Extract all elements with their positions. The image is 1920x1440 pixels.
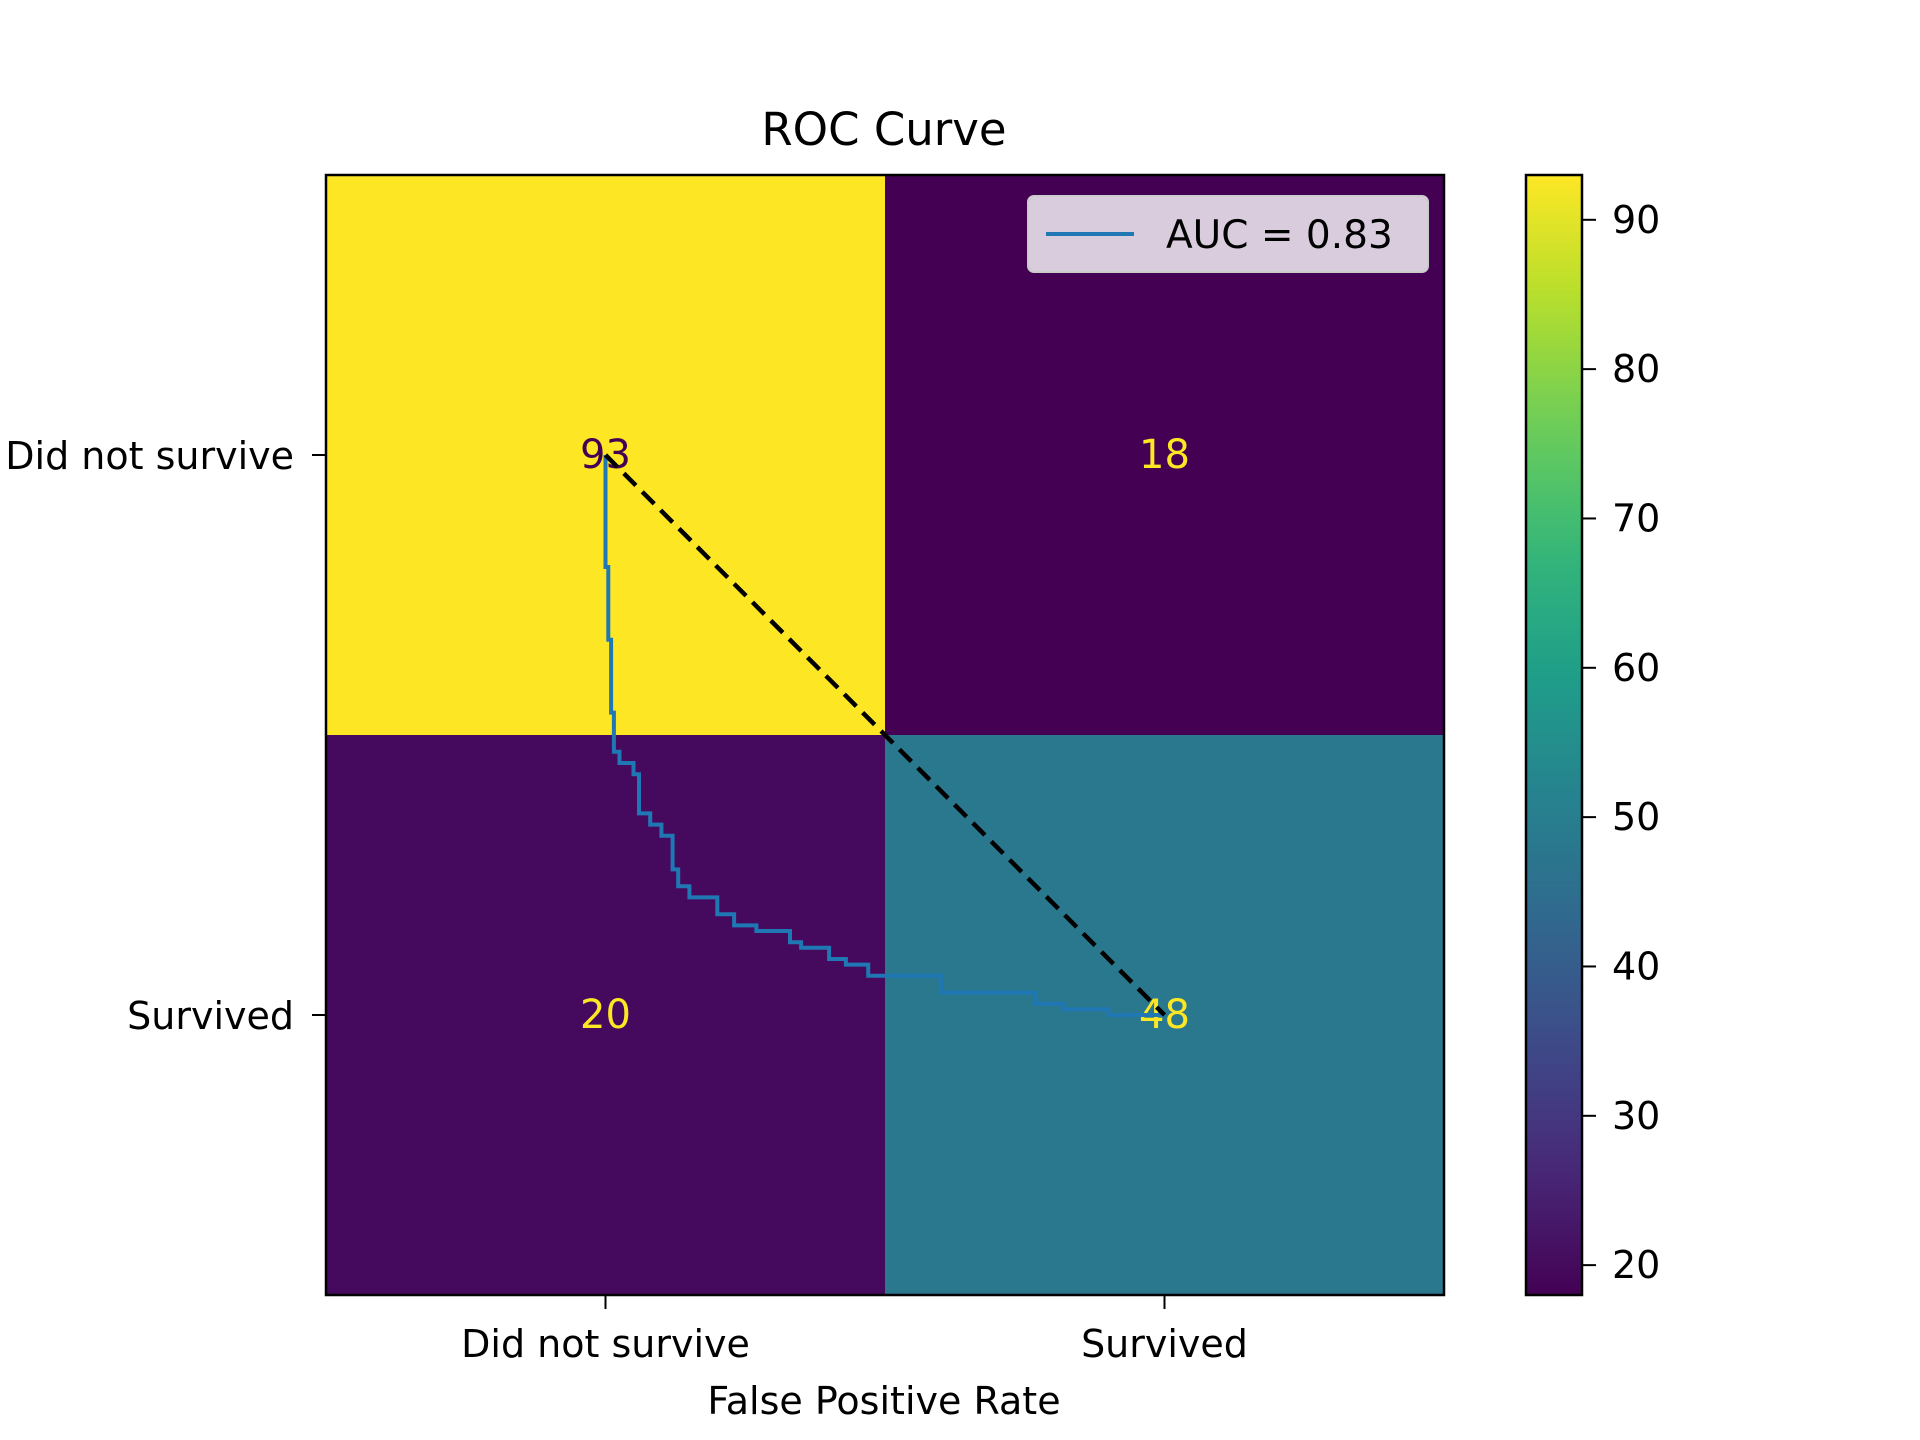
legend-box [1027,195,1429,273]
colorbar-tick-label: 60 [1612,646,1660,690]
heatmap-cell [326,735,886,1296]
colorbar-tick-label: 40 [1612,944,1660,988]
colorbar-tick-label: 90 [1612,198,1660,242]
roc-overlay [603,453,1167,1017]
roc-curve-line [603,455,1165,1017]
colorbar-tick-label: 50 [1612,795,1660,839]
colorbar-tick-label: 30 [1612,1094,1660,1138]
legend-entry-label: AUC = 0.83 [1166,213,1393,258]
legend[interactable]: AUC = 0.83 [1027,195,1429,273]
x-axis-label: False Positive Rate [707,1379,1060,1423]
chance-diagonal-line [603,453,1167,1017]
cell-value-label: 18 [1139,432,1190,478]
y-ticks: Did not survive Survived [5,434,326,1038]
colorbar-gradient [1526,175,1582,1295]
colorbar-tick-label: 20 [1612,1243,1660,1287]
colorbar-tick-label: 80 [1612,347,1660,391]
axes-frame [324,173,1446,1297]
colorbar-frame [1524,173,1584,1297]
y-tick-label: Survived [127,994,294,1038]
cell-value-label: 20 [580,992,631,1038]
chart-title: ROC Curve [761,103,1006,156]
x-tick-label: Survived [1081,1322,1248,1366]
colorbar-tick-label: 70 [1612,496,1660,540]
colorbar: 20 30 40 50 60 70 80 90 [1524,173,1660,1297]
x-ticks: Did not survive Survived [461,1295,1248,1366]
x-tick-label: Did not survive [461,1322,750,1366]
y-tick-label: Did not survive [5,434,294,478]
